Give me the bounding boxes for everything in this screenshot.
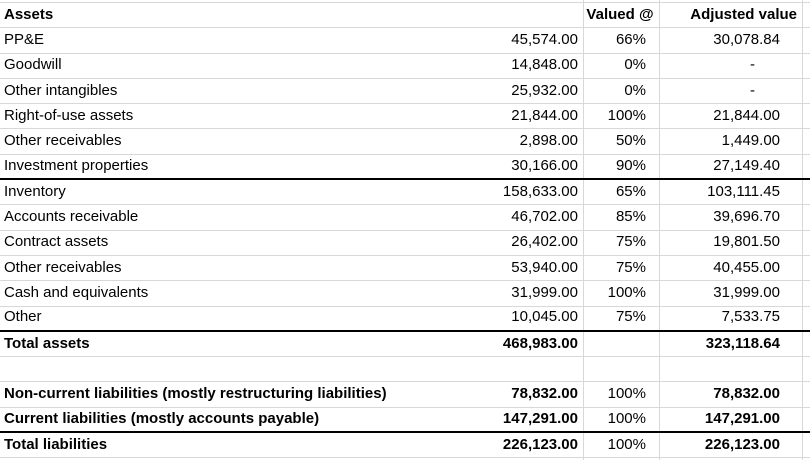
sheet-row: Goodwill 14,848.00 0% - <box>0 54 810 79</box>
cell-percent[interactable]: 100% <box>607 409 646 427</box>
cell-value[interactable]: 226,123.00 <box>502 435 578 453</box>
cell-percent[interactable]: 66% <box>615 31 646 49</box>
sheet-row: Contract assets 26,402.00 75% 19,801.50 <box>0 231 810 256</box>
sheet-row: PP&E 45,574.00 66% 30,078.84 <box>0 28 810 54</box>
cell-label[interactable]: Cash and equivalents <box>4 284 149 302</box>
cell-value[interactable]: 158,633.00 <box>502 182 578 200</box>
cell-adjusted[interactable]: 31,999.00 <box>713 284 780 302</box>
cell-value[interactable]: 2,898.00 <box>519 132 578 150</box>
cell-adjusted[interactable]: 39,696.70 <box>713 208 780 226</box>
cell-adjusted[interactable] <box>659 357 802 381</box>
sheet-row: Total assets 468,983.00 323,118.64 <box>0 332 810 358</box>
cell-percent[interactable]: 100% <box>607 106 646 124</box>
cell-percent[interactable]: 75% <box>615 258 646 276</box>
cell-adjusted[interactable]: 27,149.40 <box>713 156 780 174</box>
cell-percent[interactable]: 50% <box>615 132 646 150</box>
cell-percent[interactable]: 75% <box>615 233 646 251</box>
sheet-row <box>0 357 810 383</box>
cell-value[interactable]: 45,574.00 <box>511 31 578 49</box>
cell-percent[interactable]: 85% <box>615 208 646 226</box>
cell-adjusted[interactable]: 147,291.00 <box>704 409 780 427</box>
cell-value[interactable]: 46,702.00 <box>511 208 578 226</box>
cell-label[interactable]: Contract assets <box>4 233 109 251</box>
sheet-row: Non-current liabilities (mostly restruct… <box>0 382 810 408</box>
cell-adjusted[interactable]: 1,449.00 <box>721 132 780 150</box>
sheet-row: Total liabilities 226,123.00 100% 226,12… <box>0 433 810 459</box>
sheet-row: Other receivables 2,898.00 50% 1,449.00 <box>0 129 810 155</box>
cell-label[interactable]: Total assets <box>4 334 90 352</box>
cell-label[interactable] <box>0 357 425 381</box>
cell-percent[interactable]: 75% <box>615 308 646 326</box>
cell-label[interactable]: Investment properties <box>4 156 149 174</box>
sheet-row: Cash and equivalents 31,999.00 100% 31,9… <box>0 281 810 307</box>
cell-adjusted[interactable]: 7,533.75 <box>721 308 780 326</box>
cell-label[interactable]: Other receivables <box>4 258 122 276</box>
cell-value[interactable]: 10,045.00 <box>511 308 578 326</box>
cell-label[interactable]: Other <box>4 308 42 326</box>
cell-label[interactable]: Goodwill <box>4 56 62 74</box>
cell-percent[interactable]: 0% <box>624 81 646 99</box>
cell-adjusted[interactable]: 30,078.84 <box>713 31 780 49</box>
cell-value[interactable] <box>425 357 583 381</box>
cell-percent[interactable]: 65% <box>615 182 646 200</box>
cell-value[interactable]: 53,940.00 <box>511 258 578 276</box>
cell-label[interactable]: Non-current liabilities (mostly restruct… <box>4 385 387 403</box>
sheet-row: Accounts receivable 46,702.00 85% 39,696… <box>0 205 810 231</box>
cell-label[interactable]: Current liabilities (mostly accounts pay… <box>4 409 320 427</box>
cell-value[interactable]: 31,999.00 <box>511 284 578 302</box>
sheet-row: Other intangibles 25,932.00 0% - <box>0 79 810 105</box>
sheet-row: Investment properties 30,166.00 90% 27,1… <box>0 155 810 181</box>
cell-percent[interactable]: 100% <box>607 435 646 453</box>
cell-adjusted[interactable]: 78,832.00 <box>713 385 780 403</box>
cell-percent[interactable]: 100% <box>607 385 646 403</box>
sheet-row: Other receivables 53,940.00 75% 40,455.0… <box>0 256 810 282</box>
sheet-row: Right-of-use assets 21,844.00 100% 21,84… <box>0 104 810 130</box>
cell-percent[interactable]: 0% <box>624 56 646 74</box>
cell-value[interactable]: 147,291.00 <box>502 409 578 427</box>
cell-percent[interactable]: 100% <box>607 284 646 302</box>
cell-adjusted[interactable]: 40,455.00 <box>713 258 780 276</box>
cell-label[interactable]: PP&E <box>4 31 45 49</box>
cell-adjusted[interactable]: 19,801.50 <box>713 233 780 251</box>
cell-value[interactable]: 25,932.00 <box>511 81 578 99</box>
valued-at-header-cell[interactable]: Valued @ <box>586 5 654 23</box>
cell-label[interactable]: Other receivables <box>4 132 122 150</box>
adjusted-value-header-cell[interactable]: Adjusted value <box>690 5 797 23</box>
cell-percent[interactable]: 90% <box>615 156 646 174</box>
cell-label[interactable]: Total liabilities <box>4 435 108 453</box>
sheet-row: Other 10,045.00 75% 7,533.75 <box>0 307 810 332</box>
cell-adjusted[interactable]: 226,123.00 <box>704 435 780 453</box>
cell-label[interactable]: Right-of-use assets <box>4 106 134 124</box>
sheet-row: Inventory 158,633.00 65% 103,111.45 <box>0 180 810 206</box>
empty-header-cell[interactable] <box>425 3 583 27</box>
cell-adjusted[interactable]: 103,111.45 <box>707 182 780 200</box>
assets-header-cell[interactable]: Assets <box>4 5 54 23</box>
cell-value[interactable]: 21,844.00 <box>511 106 578 124</box>
cell-value[interactable]: 30,166.00 <box>511 156 578 174</box>
cell-adjusted[interactable]: 21,844.00 <box>713 106 780 124</box>
cell-adjusted[interactable]: 323,118.64 <box>705 334 780 352</box>
cell-label[interactable]: Other intangibles <box>4 81 118 99</box>
cell-label[interactable]: Inventory <box>4 182 66 200</box>
cell-adjusted[interactable]: - <box>750 81 755 99</box>
cell-value[interactable]: 78,832.00 <box>511 385 578 403</box>
top-partial-row <box>0 0 810 3</box>
cell-value[interactable]: 26,402.00 <box>511 233 578 251</box>
cell-value[interactable]: 14,848.00 <box>511 56 578 74</box>
header-row: Assets Valued @ Adjusted value <box>0 3 810 29</box>
sheet-row: Current liabilities (mostly accounts pay… <box>0 408 810 434</box>
cell-value[interactable]: 468,983.00 <box>502 334 578 352</box>
cell-percent[interactable] <box>583 332 659 356</box>
cell-label[interactable]: Accounts receivable <box>4 208 139 226</box>
cell-percent[interactable] <box>583 357 659 381</box>
cell-adjusted[interactable]: - <box>750 56 755 74</box>
